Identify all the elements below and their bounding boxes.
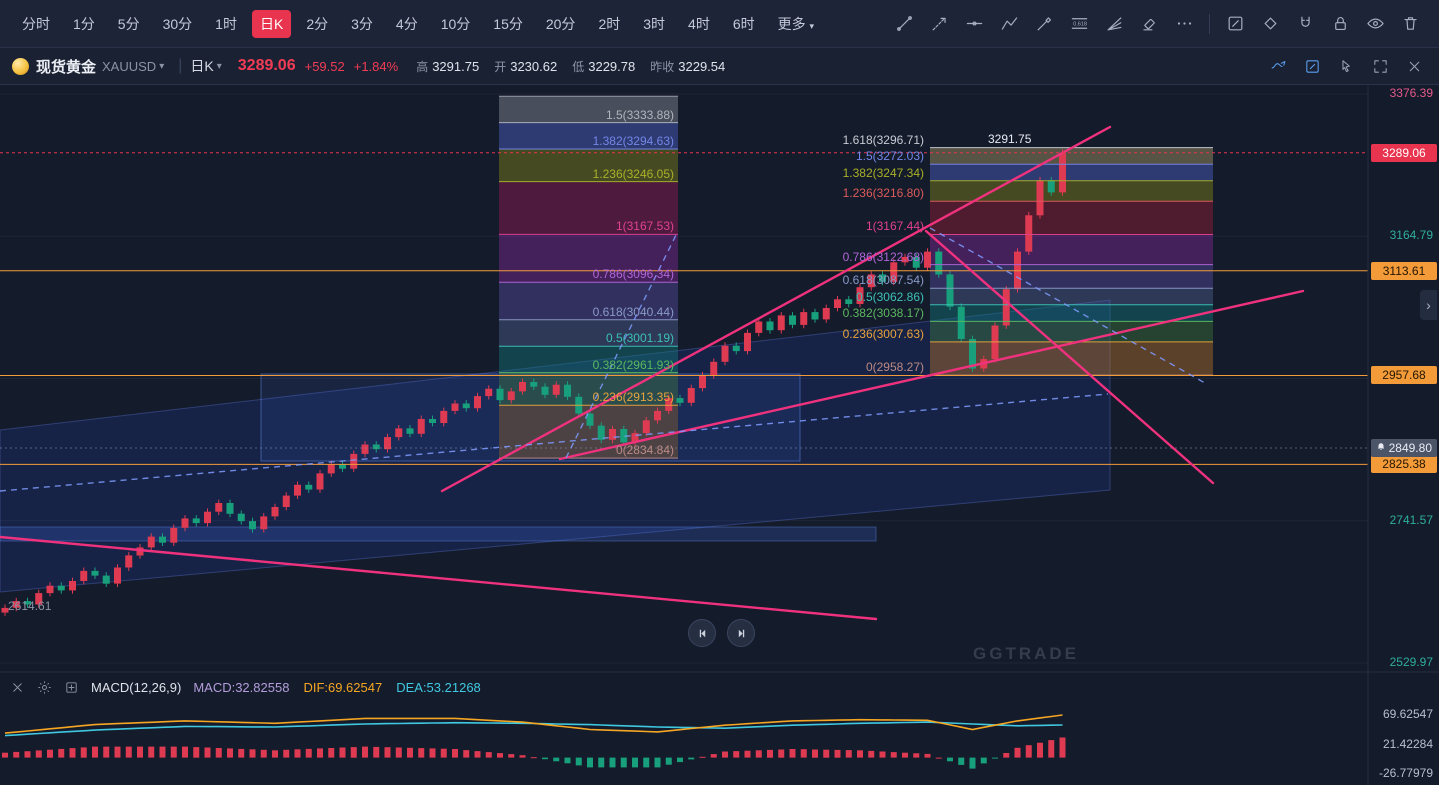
period-selector[interactable]: 日K bbox=[190, 58, 214, 74]
brush-icon[interactable] bbox=[1029, 9, 1059, 39]
timeframe-日K[interactable]: 日K bbox=[251, 9, 292, 38]
ray-line-icon[interactable] bbox=[924, 9, 954, 39]
timeframe-1分[interactable]: 1分 bbox=[73, 15, 95, 32]
timeframe-3分[interactable]: 3分 bbox=[351, 15, 373, 32]
symbol-dropdown-caret[interactable]: ▾ bbox=[159, 60, 165, 72]
price-line-badge: 3113.61 bbox=[1371, 261, 1437, 280]
gold-coin-icon bbox=[12, 57, 29, 75]
svg-text:0.618: 0.618 bbox=[1073, 21, 1087, 27]
timeframe-5分[interactable]: 5分 bbox=[117, 15, 140, 32]
timeframe-分时[interactable]: 分时 bbox=[22, 15, 50, 32]
macd-dea-line bbox=[4, 721, 1063, 737]
dashed-guides bbox=[0, 227, 1206, 492]
more-tools-icon[interactable] bbox=[1169, 9, 1199, 39]
price-change-pct: +1.84% bbox=[353, 58, 399, 74]
fib-retracement-icon[interactable]: 0.618 bbox=[1064, 9, 1094, 39]
stat-开: 开 3230.62 bbox=[494, 58, 558, 74]
stat-高: 高 3291.75 bbox=[416, 58, 480, 74]
fullscreen-icon[interactable] bbox=[1367, 53, 1393, 79]
macd-values: MACD:32.82558 DIF:69.62547 DEA:53.21268 bbox=[193, 680, 494, 695]
new-drawing-icon[interactable] bbox=[1220, 9, 1250, 39]
macd-value: DEA:53.21268 bbox=[396, 679, 481, 695]
price-gridlines bbox=[0, 93, 1368, 664]
indicator-settings-icon[interactable] bbox=[37, 680, 52, 695]
period-dropdown-caret[interactable]: ▾ bbox=[216, 60, 222, 72]
symbol-name[interactable]: 现货黄金 bbox=[36, 58, 97, 76]
fib-retracement-levels-1 bbox=[499, 95, 678, 459]
channel-drawings bbox=[0, 299, 1111, 593]
magnet-icon[interactable] bbox=[1290, 9, 1320, 39]
horizontal-price-lines bbox=[0, 270, 1368, 465]
timeframe-10分[interactable]: 10分 bbox=[440, 15, 471, 32]
timeframe-2分[interactable]: 2分 bbox=[306, 15, 329, 32]
lock-icon[interactable] bbox=[1325, 9, 1355, 39]
timeframe-3时[interactable]: 3时 bbox=[643, 15, 666, 32]
macd-dif-line bbox=[4, 714, 1063, 734]
symbol-code[interactable]: XAUUSD bbox=[102, 58, 157, 74]
current-price-badge: 3289.06 bbox=[1371, 143, 1437, 162]
macd-title: MACD(12,26,9) bbox=[91, 679, 182, 695]
timeframe-20分[interactable]: 20分 bbox=[545, 15, 576, 32]
delete-icon[interactable] bbox=[1395, 9, 1425, 39]
symbol-bar-tools bbox=[1265, 53, 1427, 79]
replay-back-button[interactable] bbox=[688, 619, 716, 647]
eraser-icon[interactable] bbox=[1134, 9, 1164, 39]
visibility-icon[interactable] bbox=[1360, 9, 1390, 39]
timeframe-4时[interactable]: 4时 bbox=[688, 15, 710, 32]
style-eraser-icon[interactable] bbox=[1255, 9, 1285, 39]
close-indicator-icon[interactable] bbox=[10, 680, 25, 695]
timeframe-2时[interactable]: 2时 bbox=[598, 15, 621, 32]
indicator-expand-icon[interactable] bbox=[64, 680, 79, 695]
divider: | bbox=[178, 57, 183, 74]
symbol-info-bar: 现货黄金 XAUUSD ▾ | 日K ▾ 3289.06 +59.52 +1.8… bbox=[0, 48, 1439, 85]
last-price: 3289.06 bbox=[237, 57, 296, 74]
axis-collapse-tab[interactable]: › bbox=[1420, 290, 1437, 320]
timeframe-6时[interactable]: 6时 bbox=[732, 15, 755, 32]
timeframe-1时[interactable]: 1时 bbox=[215, 15, 237, 32]
manage-tools-group bbox=[1220, 9, 1425, 39]
timeframe-group: 分时 1分 5分 30分 1时 日K 2分 3分 4分 10分 15分 20分 2时 3时 4时 6时 更多 ▾ bbox=[14, 9, 822, 38]
close-icon[interactable] bbox=[1401, 53, 1427, 79]
macd-value: DIF:69.62547 bbox=[303, 679, 383, 695]
fan-lines-icon[interactable] bbox=[1099, 9, 1129, 39]
macd-value: MACD:32.82558 bbox=[193, 679, 290, 695]
price-line-badge: 2825.38 bbox=[1371, 455, 1437, 474]
toolbar-separator bbox=[1209, 13, 1210, 34]
alert-badge[interactable]: 2849.80 bbox=[1370, 438, 1437, 457]
stat-低: 低 3229.78 bbox=[572, 58, 636, 74]
draw-tools-group: 0.618 bbox=[889, 9, 1199, 39]
timeframe-15分[interactable]: 15分 bbox=[493, 15, 523, 32]
polyline-icon[interactable] bbox=[994, 9, 1024, 39]
macd-header: MACD(12,26,9) MACD:32.82558 DIF:69.62547 D… bbox=[10, 677, 495, 697]
timeframe-4分[interactable]: 4分 bbox=[395, 15, 418, 32]
fib-retracement-bands-1 bbox=[499, 96, 678, 459]
bell-icon bbox=[1376, 441, 1386, 455]
pointer-icon[interactable] bbox=[1333, 53, 1359, 79]
timeframe-30分[interactable]: 30分 bbox=[162, 15, 193, 32]
edit-icon[interactable] bbox=[1299, 53, 1325, 79]
price-line-badge: 2957.68 bbox=[1371, 366, 1437, 385]
replay-forward-button[interactable] bbox=[727, 619, 755, 647]
stat-昨收: 昨收 3229.54 bbox=[650, 58, 726, 74]
more-timeframes-button[interactable]: 更多 ▾ bbox=[777, 15, 815, 32]
price-change: +59.52 bbox=[304, 58, 345, 74]
horizontal-line-icon[interactable] bbox=[959, 9, 989, 39]
indicator-icon[interactable] bbox=[1265, 53, 1291, 79]
ohlc-stats: 高 3291.75 开 3230.62 低 3229.78 昨收 3229.54 bbox=[416, 58, 725, 75]
trend-line-icon[interactable] bbox=[889, 9, 919, 39]
top-toolbar: 分时 1分 5分 30分 1时 日K 2分 3分 4分 10分 15分 20分 2时 3时 4时 6时 更多 ▾… bbox=[0, 0, 1439, 48]
macd-histogram bbox=[2, 737, 1066, 769]
